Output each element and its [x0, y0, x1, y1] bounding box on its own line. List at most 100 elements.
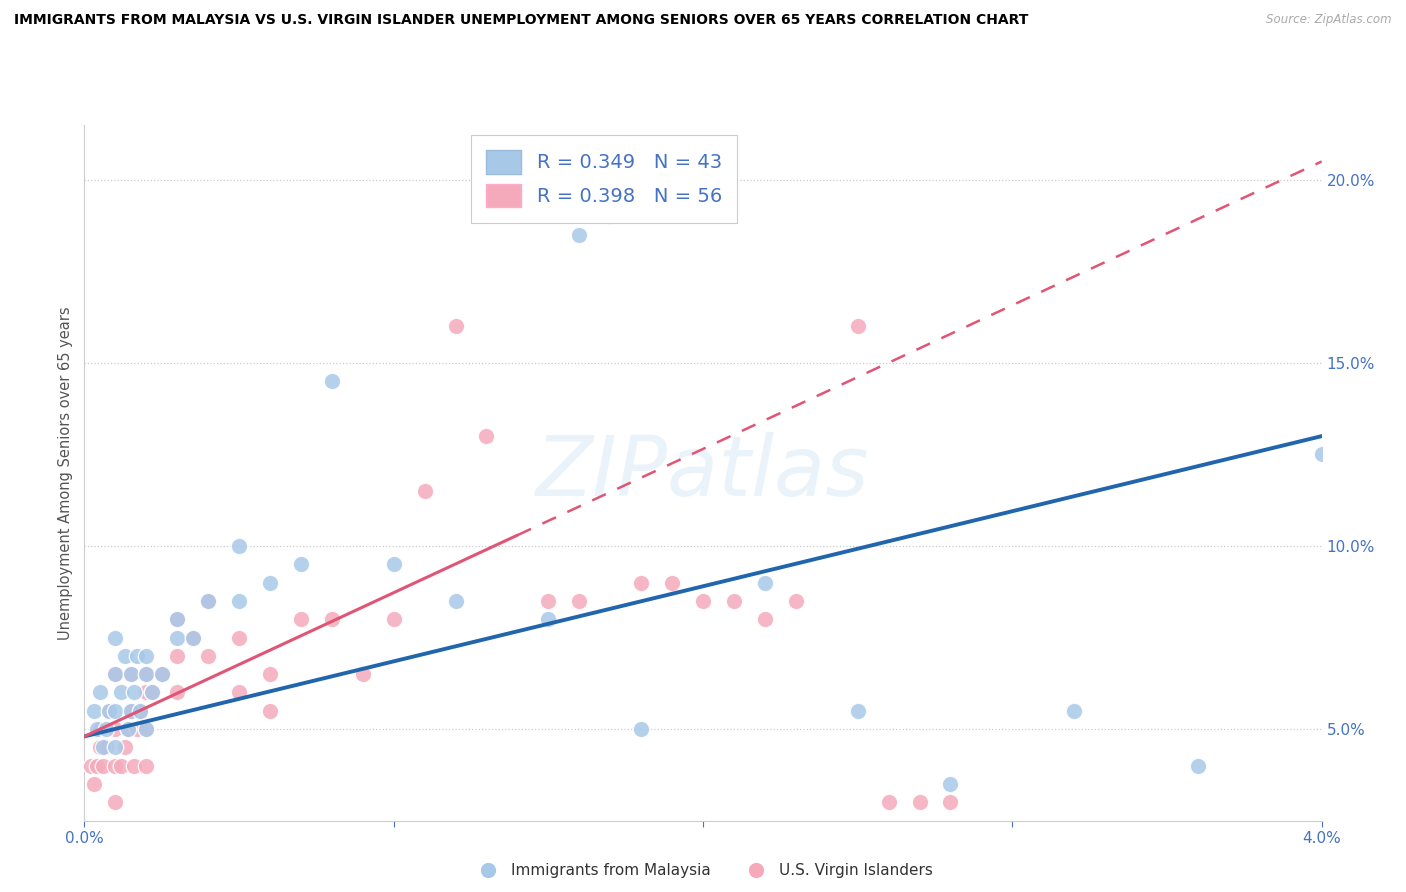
Point — [444, 319, 467, 334]
Point — [94, 740, 117, 755]
Point — [110, 685, 132, 699]
Point — [537, 594, 560, 608]
Point — [382, 612, 405, 626]
Point — [94, 722, 117, 736]
Point — [125, 722, 148, 736]
Y-axis label: Unemployment Among Seniors over 65 years: Unemployment Among Seniors over 65 years — [58, 306, 73, 640]
Point — [104, 667, 127, 681]
Point — [135, 667, 157, 681]
Point — [135, 685, 157, 699]
Point — [141, 685, 163, 699]
Point — [117, 722, 139, 736]
Point — [754, 612, 776, 626]
Point — [114, 740, 136, 755]
Point — [166, 612, 188, 626]
Point — [104, 795, 127, 809]
Point — [150, 667, 173, 681]
Point — [846, 319, 869, 334]
Point — [290, 612, 312, 626]
Text: Source: ZipAtlas.com: Source: ZipAtlas.com — [1267, 13, 1392, 27]
Point — [98, 704, 121, 718]
Point — [568, 594, 591, 608]
Point — [122, 758, 145, 772]
Point — [104, 631, 127, 645]
Point — [135, 722, 157, 736]
Text: ZIPatlas: ZIPatlas — [536, 433, 870, 513]
Point — [630, 575, 652, 590]
Point — [166, 612, 188, 626]
Point — [79, 758, 101, 772]
Point — [104, 704, 127, 718]
Point — [692, 594, 714, 608]
Point — [83, 777, 105, 791]
Point — [846, 704, 869, 718]
Point — [228, 685, 250, 699]
Point — [908, 795, 931, 809]
Point — [1063, 704, 1085, 718]
Point — [166, 685, 188, 699]
Point — [117, 722, 139, 736]
Legend: Immigrants from Malaysia, U.S. Virgin Islanders: Immigrants from Malaysia, U.S. Virgin Is… — [467, 857, 939, 884]
Point — [181, 631, 204, 645]
Point — [129, 704, 152, 718]
Point — [104, 758, 127, 772]
Point — [114, 648, 136, 663]
Point — [723, 594, 745, 608]
Point — [321, 612, 343, 626]
Point — [630, 722, 652, 736]
Point — [228, 594, 250, 608]
Point — [259, 704, 281, 718]
Point — [129, 704, 152, 718]
Point — [939, 795, 962, 809]
Point — [228, 539, 250, 553]
Point — [1310, 447, 1333, 461]
Point — [475, 429, 498, 443]
Point — [89, 685, 111, 699]
Point — [166, 631, 188, 645]
Point — [150, 667, 173, 681]
Point — [382, 558, 405, 572]
Point — [259, 667, 281, 681]
Point — [141, 685, 163, 699]
Point — [91, 758, 114, 772]
Point — [568, 227, 591, 242]
Point — [197, 594, 219, 608]
Point — [120, 667, 142, 681]
Point — [939, 777, 962, 791]
Point — [661, 575, 683, 590]
Point — [122, 685, 145, 699]
Legend: R = 0.349   N = 43, R = 0.398   N = 56: R = 0.349 N = 43, R = 0.398 N = 56 — [471, 135, 738, 223]
Point — [120, 667, 142, 681]
Point — [1187, 758, 1209, 772]
Point — [877, 795, 900, 809]
Point — [104, 722, 127, 736]
Point — [104, 667, 127, 681]
Point — [352, 667, 374, 681]
Point — [86, 722, 108, 736]
Point — [444, 594, 467, 608]
Point — [104, 740, 127, 755]
Point — [290, 558, 312, 572]
Text: IMMIGRANTS FROM MALAYSIA VS U.S. VIRGIN ISLANDER UNEMPLOYMENT AMONG SENIORS OVER: IMMIGRANTS FROM MALAYSIA VS U.S. VIRGIN … — [14, 13, 1028, 28]
Point — [91, 740, 114, 755]
Point — [413, 484, 436, 499]
Point — [135, 722, 157, 736]
Point — [785, 594, 807, 608]
Point — [259, 575, 281, 590]
Point — [110, 758, 132, 772]
Point — [197, 648, 219, 663]
Point — [197, 594, 219, 608]
Point — [125, 648, 148, 663]
Point — [83, 704, 105, 718]
Point — [754, 575, 776, 590]
Point — [120, 704, 142, 718]
Point — [89, 740, 111, 755]
Point — [89, 722, 111, 736]
Point — [98, 704, 121, 718]
Point — [135, 667, 157, 681]
Point — [537, 612, 560, 626]
Point — [135, 758, 157, 772]
Point — [135, 648, 157, 663]
Point — [181, 631, 204, 645]
Point — [228, 631, 250, 645]
